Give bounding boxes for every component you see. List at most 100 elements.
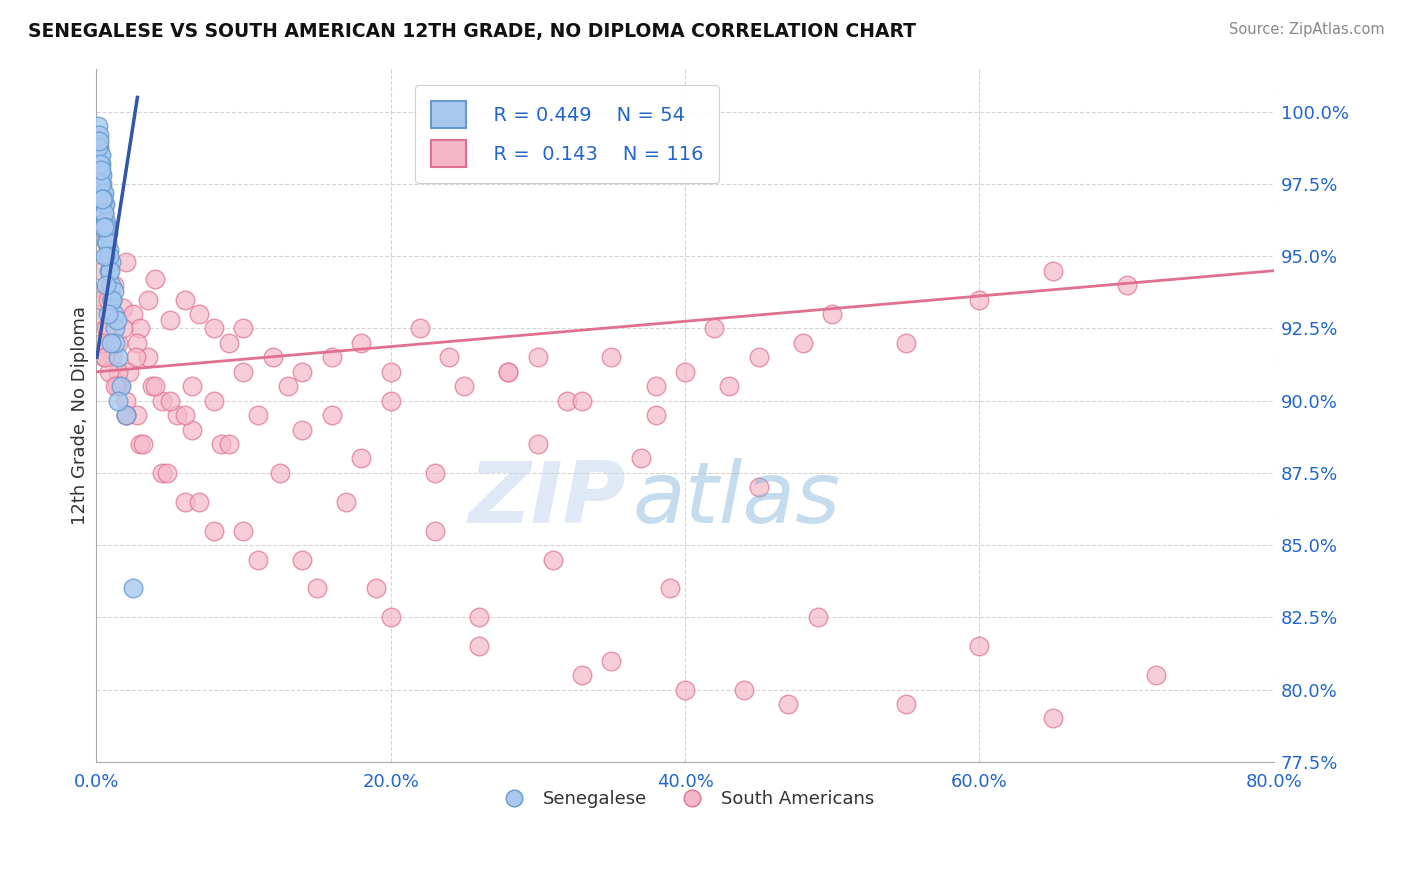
Point	[156, 466, 179, 480]
Point	[100, 255, 122, 269]
Point	[659, 582, 682, 596]
Point	[1042, 263, 1064, 277]
Point	[94, 214, 117, 228]
Point	[98, 263, 121, 277]
Point	[97, 307, 120, 321]
Point	[571, 668, 593, 682]
Point	[91, 192, 114, 206]
Point	[644, 379, 666, 393]
Point	[143, 272, 166, 286]
Point	[269, 466, 291, 480]
Point	[468, 610, 491, 624]
Point	[127, 408, 149, 422]
Point	[94, 284, 117, 298]
Point	[103, 307, 125, 321]
Point	[96, 235, 118, 249]
Point	[93, 220, 115, 235]
Point	[969, 639, 991, 653]
Point	[202, 393, 225, 408]
Point	[101, 293, 124, 307]
Point	[91, 186, 114, 200]
Point	[91, 169, 114, 183]
Text: SENEGALESE VS SOUTH AMERICAN 12TH GRADE, NO DIPLOMA CORRELATION CHART: SENEGALESE VS SOUTH AMERICAN 12TH GRADE,…	[28, 22, 917, 41]
Point	[97, 321, 120, 335]
Point	[673, 682, 696, 697]
Point	[703, 321, 725, 335]
Point	[159, 393, 181, 408]
Point	[894, 697, 917, 711]
Point	[748, 351, 770, 365]
Point	[107, 351, 129, 365]
Point	[380, 610, 402, 624]
Point	[101, 351, 124, 365]
Point	[630, 451, 652, 466]
Point	[117, 365, 139, 379]
Point	[173, 495, 195, 509]
Point	[90, 169, 112, 183]
Point	[202, 524, 225, 538]
Point	[101, 293, 124, 307]
Point	[93, 197, 115, 211]
Point	[364, 582, 387, 596]
Point	[103, 278, 125, 293]
Point	[188, 307, 211, 321]
Point	[90, 177, 112, 191]
Point	[232, 321, 254, 335]
Point	[152, 393, 174, 408]
Point	[111, 301, 134, 316]
Point	[105, 379, 128, 393]
Point	[305, 582, 328, 596]
Point	[93, 206, 115, 220]
Point	[89, 148, 111, 162]
Point	[98, 365, 121, 379]
Point	[202, 321, 225, 335]
Point	[129, 437, 152, 451]
Point	[350, 335, 373, 350]
Point	[806, 610, 828, 624]
Point	[291, 423, 314, 437]
Point	[93, 186, 115, 200]
Point	[98, 263, 121, 277]
Point	[247, 408, 270, 422]
Point	[91, 263, 114, 277]
Y-axis label: 12th Grade, No Diploma: 12th Grade, No Diploma	[72, 306, 89, 524]
Text: ZIP: ZIP	[468, 458, 626, 541]
Point	[127, 335, 149, 350]
Point	[110, 379, 132, 393]
Point	[104, 379, 127, 393]
Point	[91, 177, 114, 191]
Point	[94, 249, 117, 263]
Point	[380, 393, 402, 408]
Point	[86, 120, 108, 134]
Text: Source: ZipAtlas.com: Source: ZipAtlas.com	[1229, 22, 1385, 37]
Point	[423, 466, 446, 480]
Point	[439, 351, 461, 365]
Point	[321, 351, 343, 365]
Point	[748, 480, 770, 494]
Point	[91, 192, 114, 206]
Point	[91, 335, 114, 350]
Point	[94, 220, 117, 235]
Point	[94, 351, 117, 365]
Point	[409, 321, 432, 335]
Point	[114, 408, 136, 422]
Point	[143, 379, 166, 393]
Point	[93, 206, 115, 220]
Point	[232, 365, 254, 379]
Point	[96, 278, 118, 293]
Point	[571, 393, 593, 408]
Point	[180, 379, 202, 393]
Point	[1144, 668, 1167, 682]
Point	[89, 139, 111, 153]
Point	[555, 393, 578, 408]
Point	[87, 139, 110, 153]
Point	[114, 408, 136, 422]
Point	[541, 552, 564, 566]
Point	[100, 278, 122, 293]
Point	[262, 351, 284, 365]
Point	[105, 313, 128, 327]
Point	[733, 682, 755, 697]
Point	[104, 335, 127, 350]
Point	[335, 495, 357, 509]
Point	[141, 379, 163, 393]
